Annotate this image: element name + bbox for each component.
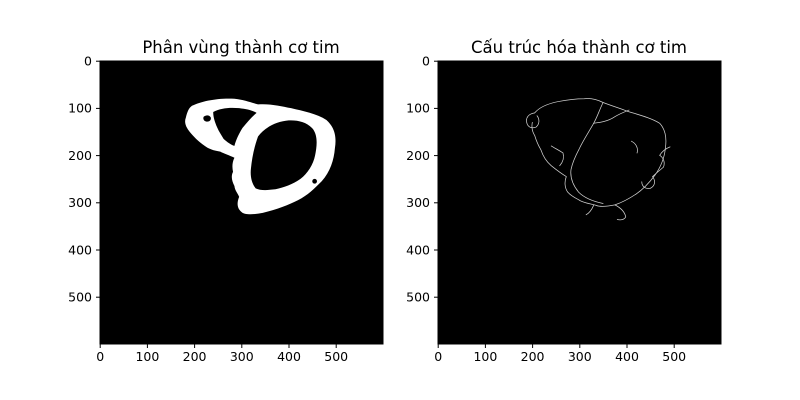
left-x-tick-label: 300 (230, 349, 254, 364)
skeleton-right-bump-2 (641, 176, 655, 189)
left-y-tick-label: 500 (68, 290, 92, 305)
right-x-tick-label: 500 (662, 349, 686, 364)
skeleton-bottom-stub-2 (585, 204, 595, 216)
right-x-tick-label: 400 (615, 349, 639, 364)
skeleton-inner-branch (593, 109, 630, 124)
skeleton-right-spur (659, 146, 671, 156)
left-panel: Phân vùng thành cơ tim 0 100 200 300 400… (68, 38, 384, 364)
left-x-tick-label: 500 (324, 349, 348, 364)
mask-hole-small (220, 119, 225, 124)
right-y-tick-label: 100 (406, 101, 430, 116)
right-image-background (438, 61, 721, 344)
right-title: Cấu trúc hóa thành cơ tim (471, 38, 687, 57)
skeleton-left-notch (550, 145, 564, 167)
left-y-tick-label: 400 (68, 242, 92, 257)
skeleton-left-lobe (526, 112, 540, 129)
right-x-tick-label: 300 (568, 349, 592, 364)
right-y-tick-label: 500 (406, 290, 430, 305)
left-title: Phân vùng thành cơ tim (142, 38, 339, 57)
right-skeleton (526, 98, 671, 221)
left-y-axis: 0 100 200 300 400 500 (68, 54, 100, 305)
skeleton-outer-contour (531, 98, 667, 207)
myocardium-mask (185, 98, 336, 215)
right-y-tick-label: 400 (406, 242, 430, 257)
skeleton-inner-twig (631, 140, 638, 154)
right-y-tick-label: 0 (422, 54, 430, 69)
mask-blob-small (312, 178, 317, 184)
right-y-axis: 0 100 200 300 400 500 (406, 54, 438, 305)
left-x-tick-label: 400 (277, 349, 301, 364)
right-x-axis: 0 100 200 300 400 500 (434, 344, 686, 364)
right-y-tick-label: 200 (406, 148, 430, 163)
right-x-tick-label: 200 (521, 349, 545, 364)
left-y-tick-label: 0 (84, 54, 92, 69)
left-x-tick-label: 200 (183, 349, 207, 364)
skeleton-bottom-stub (614, 204, 627, 221)
skeleton-right-bump-1 (652, 154, 665, 177)
left-segmentation-mask (185, 98, 336, 215)
left-y-tick-label: 100 (68, 101, 92, 116)
skeleton-septum (570, 102, 604, 204)
left-y-tick-label: 300 (68, 195, 92, 210)
left-x-tick-label: 100 (135, 349, 159, 364)
right-x-tick-label: 100 (473, 349, 497, 364)
left-x-axis: 0 100 200 300 400 500 (96, 344, 348, 364)
right-panel: Cấu trúc hóa thành cơ tim (406, 38, 722, 364)
left-x-tick-label: 0 (96, 349, 104, 364)
right-x-tick-label: 0 (434, 349, 442, 364)
left-y-tick-label: 200 (68, 148, 92, 163)
right-y-tick-label: 300 (406, 195, 430, 210)
